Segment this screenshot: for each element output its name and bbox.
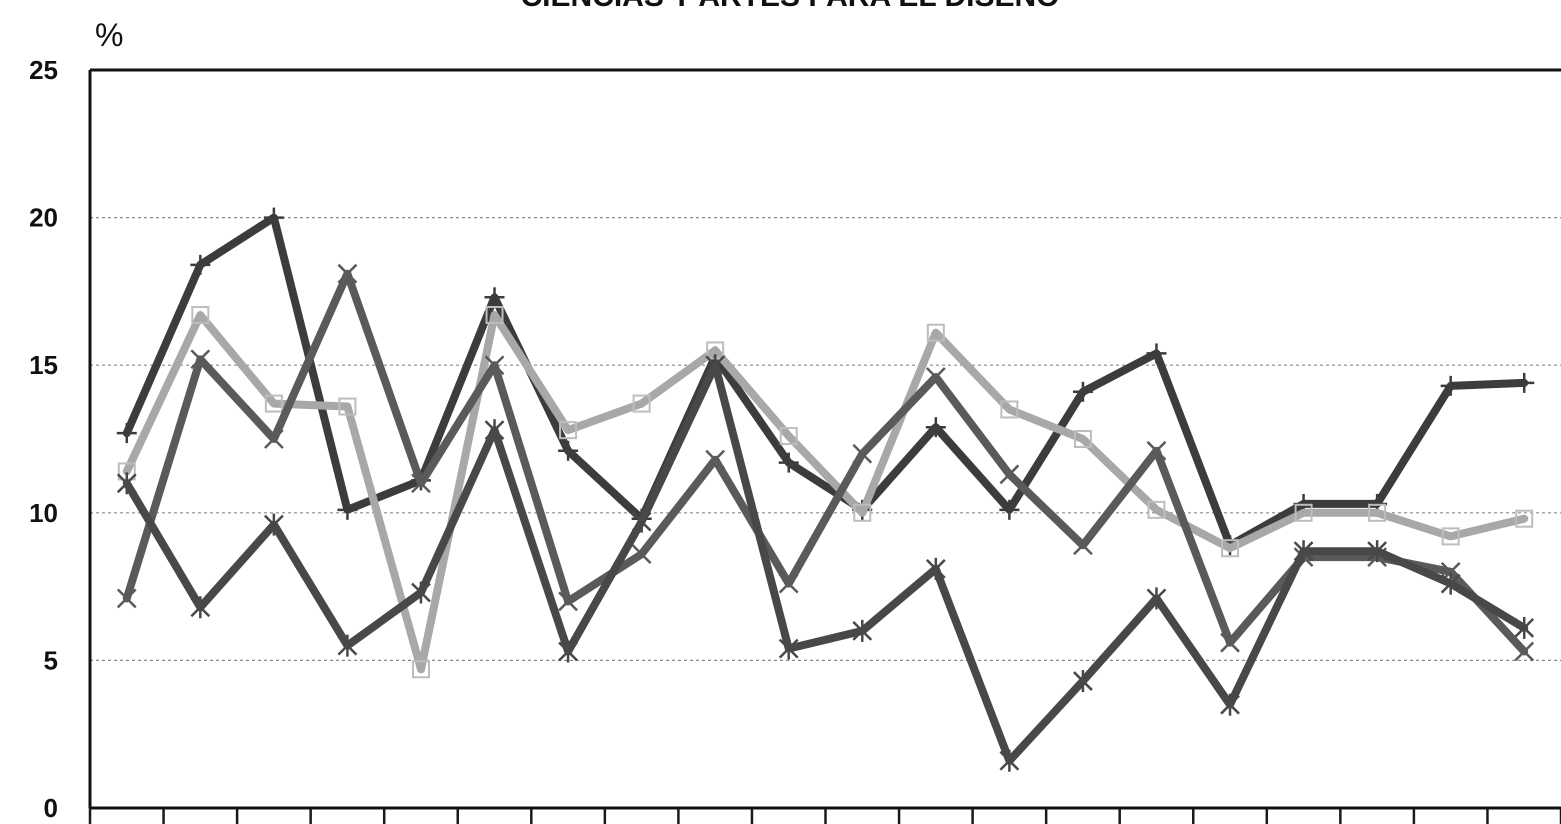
data-point xyxy=(191,306,210,325)
y-tick-label: 0 xyxy=(44,793,58,823)
data-point xyxy=(1515,509,1534,528)
data-point xyxy=(1440,375,1461,396)
series-line xyxy=(122,311,1529,674)
data-point xyxy=(1146,440,1167,461)
series-3 xyxy=(116,263,1535,662)
chart-title: CIENCIAS Y ARTES PARA EL DISEÑO xyxy=(521,0,1060,13)
data-point xyxy=(558,440,579,461)
series-lines xyxy=(116,207,1535,772)
data-point xyxy=(116,423,137,444)
data-point xyxy=(484,355,505,376)
y-tick-labels: 0 5 10 15 20 25 xyxy=(29,55,58,823)
data-point xyxy=(778,637,799,660)
data-point xyxy=(631,510,652,533)
data-point xyxy=(1146,343,1167,364)
data-point xyxy=(559,421,578,440)
data-point xyxy=(999,749,1020,772)
data-point xyxy=(779,427,798,446)
data-point xyxy=(1221,539,1240,558)
data-point xyxy=(190,596,211,619)
data-point xyxy=(263,207,284,228)
data-point xyxy=(632,394,651,413)
data-point xyxy=(1293,540,1314,563)
data-point xyxy=(338,397,357,416)
data-point xyxy=(926,323,945,342)
data-point xyxy=(631,544,652,565)
data-point xyxy=(1367,540,1388,563)
y-tick-label: 25 xyxy=(29,55,58,85)
y-tick-label: 5 xyxy=(44,645,58,675)
data-point xyxy=(1514,372,1535,393)
data-point xyxy=(778,452,799,473)
data-point xyxy=(1514,616,1535,639)
plot-frame xyxy=(88,68,1561,810)
gridlines xyxy=(90,217,1561,662)
data-point xyxy=(1514,641,1535,662)
data-point xyxy=(484,419,505,442)
data-point xyxy=(263,429,284,449)
data-point xyxy=(1441,527,1460,546)
data-point xyxy=(852,619,873,642)
data-point xyxy=(1440,572,1461,595)
data-point xyxy=(484,287,505,308)
series-2 xyxy=(117,306,1534,679)
data-point xyxy=(852,443,873,464)
data-point xyxy=(411,581,431,604)
data-point xyxy=(705,449,726,470)
data-point xyxy=(1147,500,1166,519)
y-tick-label: 20 xyxy=(29,203,58,233)
data-point xyxy=(1073,535,1093,556)
data-point xyxy=(999,499,1020,520)
y-tick-label: 10 xyxy=(29,498,58,528)
series-4 xyxy=(116,354,1535,772)
data-point xyxy=(116,472,137,495)
data-point xyxy=(1073,670,1093,693)
data-point xyxy=(558,591,578,612)
data-point xyxy=(1073,430,1092,448)
data-point xyxy=(1294,503,1313,522)
y-axis-unit: % xyxy=(95,17,123,53)
data-point xyxy=(337,499,358,520)
data-point xyxy=(999,464,1020,485)
data-point xyxy=(1220,632,1240,653)
data-point xyxy=(116,588,137,609)
data-point xyxy=(1072,381,1093,402)
data-point xyxy=(925,367,946,387)
data-point xyxy=(925,417,946,438)
data-point xyxy=(1000,400,1019,419)
data-point xyxy=(925,557,946,580)
series-line xyxy=(122,361,1529,765)
data-point xyxy=(1368,503,1387,522)
data-point xyxy=(190,254,211,275)
data-point xyxy=(337,634,358,657)
data-point xyxy=(778,573,799,594)
data-point xyxy=(411,660,430,679)
data-point xyxy=(485,306,504,325)
series-1 xyxy=(116,207,1535,556)
data-point xyxy=(705,354,726,377)
data-point xyxy=(264,394,283,413)
data-point xyxy=(263,513,284,536)
data-point xyxy=(558,640,578,663)
data-point xyxy=(1146,587,1167,610)
series-line xyxy=(122,213,1529,550)
x-tick-marks xyxy=(88,808,1561,824)
data-point xyxy=(853,503,872,522)
data-point xyxy=(337,263,358,284)
data-point xyxy=(190,349,211,370)
y-tick-label: 15 xyxy=(29,350,58,380)
data-point xyxy=(411,473,431,494)
data-point xyxy=(1220,693,1240,716)
